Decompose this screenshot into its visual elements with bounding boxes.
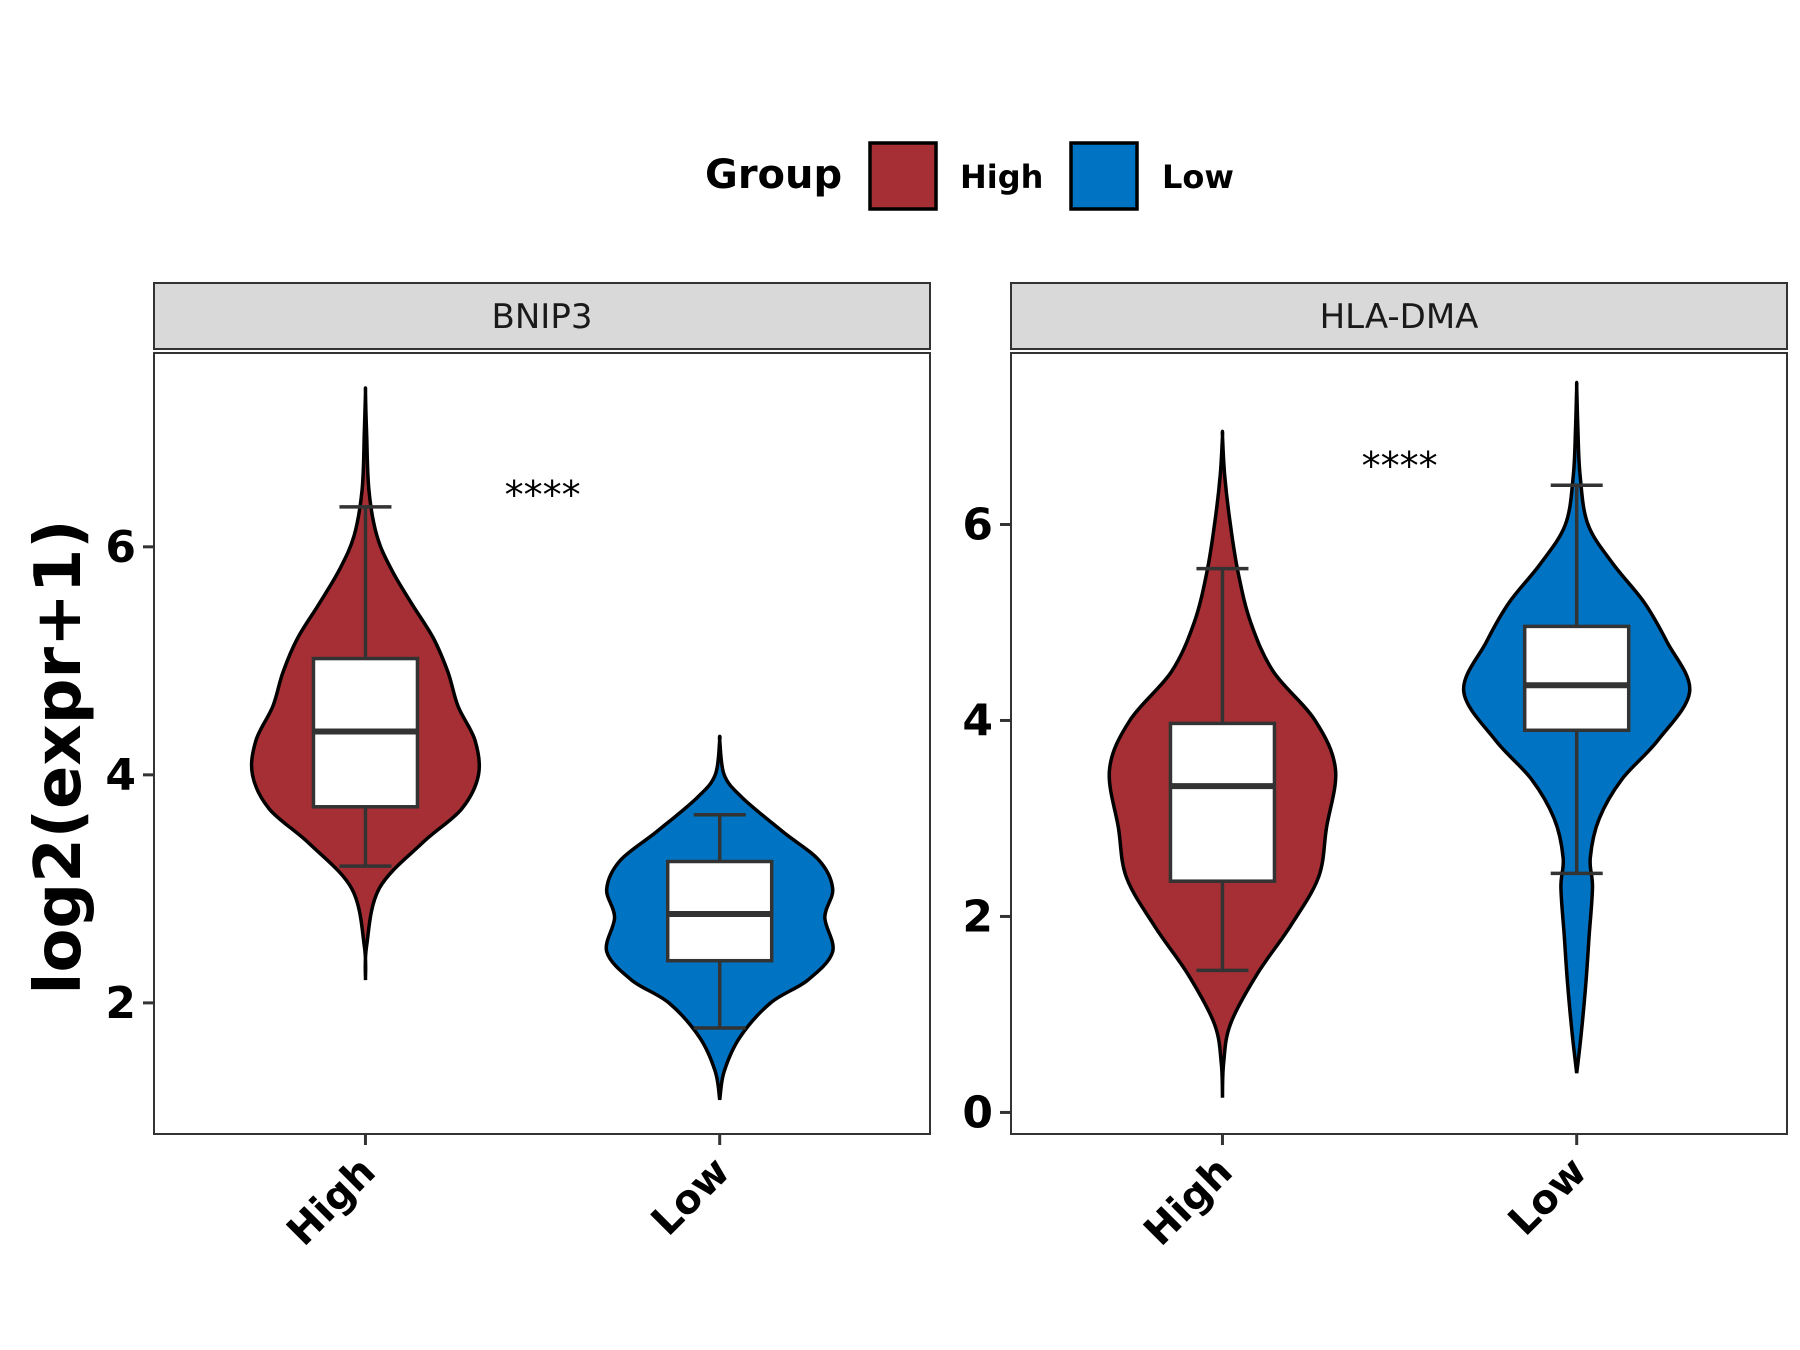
x-tick-label: High bbox=[1135, 1149, 1241, 1255]
x-tick-label: High bbox=[278, 1149, 384, 1255]
facet-strip bbox=[1010, 282, 1788, 350]
facet-title: HLA-DMA bbox=[1320, 297, 1479, 337]
y-tick-label: 4 bbox=[962, 695, 993, 746]
legend-swatch-low bbox=[1069, 141, 1139, 211]
y-axis-title: log2(expr+1) bbox=[22, 520, 96, 995]
y-tick-label: 2 bbox=[962, 891, 993, 942]
panel-bnip3: BNIP3 2 4 6 High Low **** bbox=[105, 282, 931, 1255]
significance-label: **** bbox=[505, 473, 581, 517]
y-tick-label: 6 bbox=[105, 522, 136, 573]
x-tick-label: Low bbox=[1500, 1149, 1596, 1245]
legend-swatch-high bbox=[868, 141, 938, 211]
y-tick-label: 0 bbox=[962, 1087, 993, 1138]
y-tick-label: 2 bbox=[105, 978, 136, 1029]
y-tick-label: 4 bbox=[105, 750, 136, 801]
box-high bbox=[1168, 721, 1277, 883]
legend-label-high: High bbox=[960, 158, 1043, 196]
facet-strip bbox=[153, 282, 931, 350]
significance-label: **** bbox=[1362, 444, 1438, 488]
x-tick-label: Low bbox=[643, 1149, 739, 1245]
box-low bbox=[1522, 624, 1631, 733]
legend: Group High Low bbox=[705, 141, 1234, 211]
y-tick-label: 6 bbox=[962, 499, 993, 550]
legend-title: Group bbox=[705, 152, 842, 198]
panel-hla-dma: HLA-DMA 0 2 4 6 High Low **** bbox=[962, 282, 1788, 1255]
facet-title: BNIP3 bbox=[492, 297, 593, 337]
legend-label-low: Low bbox=[1162, 158, 1234, 196]
